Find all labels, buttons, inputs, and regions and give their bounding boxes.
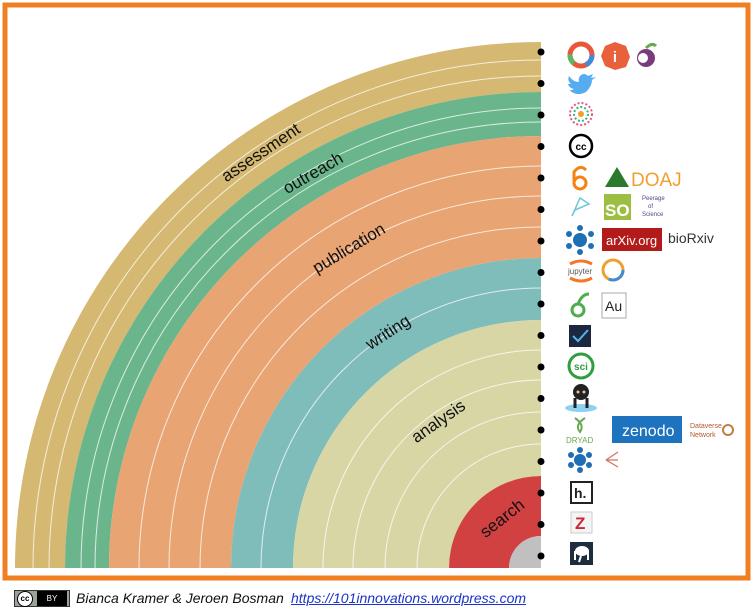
doaj-icon: DOAJ [605,167,682,191]
inner-core [509,536,541,568]
connector-dot [537,269,545,276]
zenodo-icon: zenodo [612,416,682,443]
arxiv-label: arXiv.org [606,233,657,248]
connector-dot [537,426,545,434]
zotero-icon: Z [570,511,593,534]
sci-label: sci [574,362,588,373]
zotero-label: Z [575,514,585,533]
band-divider-lines [32,59,542,569]
cc-by-icon: cc BY [14,590,70,607]
band-divider [168,195,542,569]
creative-commons-icon: cc [568,133,594,159]
phase-band-assessment [15,42,541,568]
figshare-icon [571,196,591,217]
band-divider [260,287,542,569]
connector-dot [537,80,545,87]
phase-band-publication [109,136,541,568]
svg-text:Dataverse: Dataverse [690,423,722,430]
biorxiv-label: bioRxiv [668,230,714,246]
band-divider [322,349,542,569]
altmetric-icon [567,41,595,69]
connector-dot [537,48,545,56]
mendeley-icon [566,225,594,255]
connector-dot [537,174,545,182]
bookmark-icon [605,451,619,468]
connector-dot [537,300,545,308]
connector-dot [537,237,545,245]
band-divider [138,165,542,569]
connector-dot [537,489,545,497]
authorea-icon: Au [601,292,627,319]
overleaf-icon [570,292,590,318]
credit-url-link[interactable]: https://101innovations.wordpress.com [291,590,527,606]
phase-band-writing [231,258,541,568]
plum-analytics-icon [637,42,658,67]
band-divider [94,121,542,569]
dataverse-icon: Dataverse Network [690,423,734,439]
svg-text:of: of [648,204,653,210]
svg-text:Network: Network [690,432,716,439]
svg-text:Peerage: Peerage [642,196,665,202]
mastodon-elephant-icon [570,542,593,565]
connector-dot [537,363,545,371]
tool-logos: i cc DOAJ [565,41,734,565]
jupyter-label: jupyter [567,267,592,276]
github-octocat-icon [565,384,597,412]
connector-dot [537,332,545,339]
dryad-label: DRYAD [566,436,593,445]
band-divider [32,59,542,569]
band-divider [384,411,542,569]
band-divider [80,107,542,569]
hypothesis-icon: h. [570,481,593,504]
researchgate-network-icon [569,102,593,126]
scicrunch-icon: sci [567,352,595,380]
zenodo-label: zenodo [622,423,675,440]
doaj-label: DOAJ [631,170,682,191]
orcid-ring-icon [601,258,625,282]
band-divider [48,75,542,569]
mendeley-icon [568,447,592,473]
connector-dot [537,143,545,150]
connector-dot [537,458,545,465]
twitter-icon [568,74,596,95]
connector-dots [537,48,545,560]
au-label: Au [605,298,622,314]
svg-text:i: i [613,49,617,66]
svg-text:cc: cc [575,142,587,153]
connector-dot [537,206,545,213]
dryad-icon: DRYAD [566,417,593,445]
hypothesis-label: h. [574,485,586,501]
band-divider [416,443,542,569]
check-square-icon [569,325,591,347]
credit-authors: Bianca Kramer & Jeroen Bosman [76,590,284,606]
connector-dot [537,111,545,119]
orange-frame [2,2,751,581]
open-access-icon [572,165,588,191]
jupyter-icon: jupyter [567,259,593,283]
connector-dot [537,552,545,560]
arxiv-icon: arXiv.org [602,228,662,251]
band-divider [199,226,542,569]
peerage-of-science-icon: SO Peerage of Science [604,194,665,220]
connector-dot [537,521,545,528]
phase-band-analysis [293,320,541,568]
so-label: SO [605,201,630,220]
band-divider [352,379,542,569]
connector-dot [537,395,545,402]
phase-band-outreach [65,92,541,568]
phase-bands [15,42,541,568]
phase-band-search [449,476,541,568]
credit-line: cc BY Bianca Kramer & Jeroen Bosman https… [0,588,754,610]
svg-text:Science: Science [642,212,664,218]
impactstory-icon: i [601,42,630,70]
